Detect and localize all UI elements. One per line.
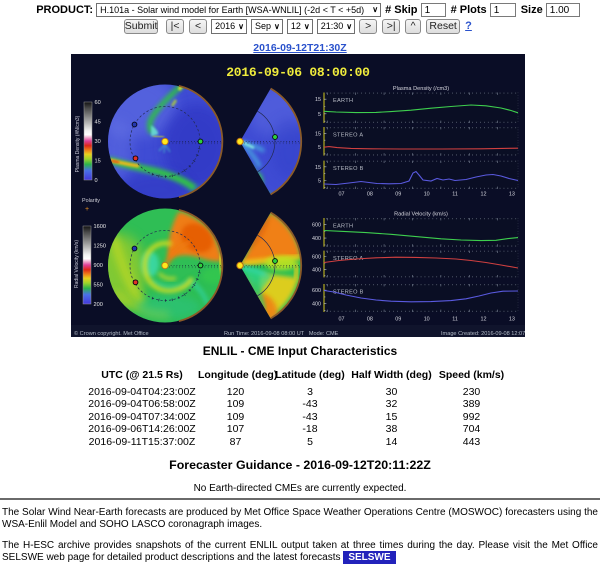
svg-text:11: 11 <box>452 317 458 323</box>
svg-text:Run Time: 2016-09-08 08:00 UT: Run Time: 2016-09-08 08:00 UT Mode: CME <box>224 331 339 337</box>
svg-text:30: 30 <box>95 139 101 145</box>
svg-text:EARTH: EARTH <box>333 98 353 104</box>
svg-text:5: 5 <box>318 112 321 118</box>
svg-text:15: 15 <box>315 97 321 103</box>
svg-text:08: 08 <box>367 192 373 198</box>
svg-text:STEREO A: STEREO A <box>333 133 363 139</box>
svg-text:Radial Velocity (km/s): Radial Velocity (km/s) <box>394 212 448 218</box>
svg-text:600: 600 <box>312 222 321 228</box>
svg-text:2016-09-06 08:00:00: 2016-09-06 08:00:00 <box>226 65 370 80</box>
svg-text:5: 5 <box>318 145 321 151</box>
svg-text:+: + <box>85 206 89 213</box>
svg-text:09: 09 <box>395 192 401 198</box>
svg-text:60: 60 <box>95 100 101 106</box>
svg-text:Radial Velocity (km/s): Radial Velocity (km/s) <box>74 240 80 288</box>
svg-text:STEREO B: STEREO B <box>333 166 364 172</box>
svg-text:Polarity: Polarity <box>82 198 100 204</box>
svg-text:08: 08 <box>367 317 373 323</box>
svg-text:07: 07 <box>339 192 345 198</box>
svg-text:400: 400 <box>312 236 321 242</box>
svg-text:© Crown copyright. Met Office: © Crown copyright. Met Office <box>74 330 149 337</box>
svg-text:07: 07 <box>339 317 345 323</box>
svg-text:1250: 1250 <box>94 244 106 250</box>
svg-text:10: 10 <box>424 192 430 198</box>
svg-text:45: 45 <box>95 120 101 126</box>
svg-text:11: 11 <box>452 192 458 198</box>
svg-text:13: 13 <box>509 192 515 198</box>
svg-text:0: 0 <box>95 178 98 184</box>
svg-text:STEREO B: STEREO B <box>333 290 364 296</box>
svg-text:15: 15 <box>95 159 101 165</box>
svg-text:5: 5 <box>318 179 321 185</box>
svg-text:10: 10 <box>424 317 430 323</box>
svg-text:400: 400 <box>312 302 321 308</box>
svg-text:15: 15 <box>315 131 321 137</box>
svg-text:13: 13 <box>509 317 515 323</box>
svg-text:1600: 1600 <box>94 224 106 230</box>
svg-text:Image Created: 2016-09-08 12:0: Image Created: 2016-09-08 12:07 UT <box>441 331 525 337</box>
svg-text:550: 550 <box>94 283 103 289</box>
svg-text:600: 600 <box>312 255 321 261</box>
svg-text:Plasma Density (#N/cm3): Plasma Density (#N/cm3) <box>75 115 81 172</box>
svg-text:STEREO A: STEREO A <box>333 256 363 262</box>
svg-text:Plasma Density (/cm3): Plasma Density (/cm3) <box>393 86 449 92</box>
svg-text:12: 12 <box>481 192 487 198</box>
svg-text:400: 400 <box>312 267 321 273</box>
svg-text:900: 900 <box>94 263 103 269</box>
svg-text:600: 600 <box>312 288 321 294</box>
svg-text:09: 09 <box>395 317 401 323</box>
svg-text:EARTH: EARTH <box>333 224 353 230</box>
svg-text:200: 200 <box>94 302 103 308</box>
svg-text:12: 12 <box>481 317 487 323</box>
svg-text:15: 15 <box>315 165 321 171</box>
